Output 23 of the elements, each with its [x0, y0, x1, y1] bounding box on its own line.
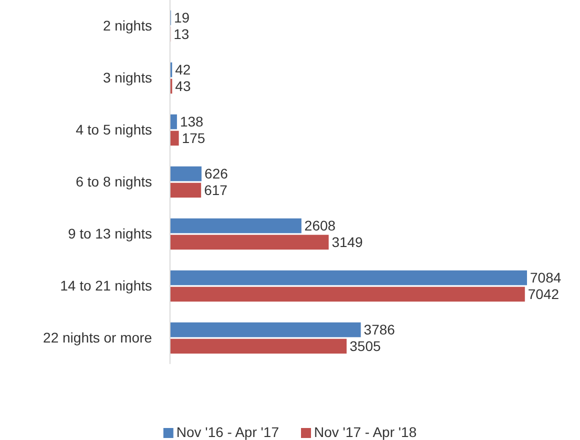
data-label: 175 [182, 130, 206, 146]
y-tick-label: 3 nights [102, 69, 152, 86]
legend-label: Nov '16 - Apr '17 [176, 424, 280, 440]
data-label: 3149 [332, 234, 364, 250]
y-tick-label: 4 to 5 nights [76, 121, 152, 138]
data-label: 13 [174, 26, 190, 42]
data-label: 626 [204, 166, 228, 182]
data-label: 3786 [364, 322, 396, 338]
data-label: 2608 [304, 218, 336, 234]
data-label: 138 [180, 114, 204, 130]
legend-label: Nov '17 - Apr '18 [314, 424, 417, 440]
data-label: 617 [204, 182, 228, 198]
data-label: 7084 [530, 270, 562, 286]
y-tick-label: 6 to 8 nights [76, 173, 152, 190]
data-label: 43 [175, 78, 191, 94]
data-label: 19 [174, 10, 190, 26]
y-tick-label: 22 nights or more [43, 329, 152, 346]
y-tick-label: 2 nights [102, 17, 152, 34]
data-label: 7042 [528, 286, 560, 302]
y-tick-label: 14 to 21 nights [60, 277, 152, 294]
data-label: 42 [175, 62, 191, 78]
data-label: 3505 [350, 338, 381, 354]
y-tick-label: 9 to 13 nights [68, 225, 152, 242]
